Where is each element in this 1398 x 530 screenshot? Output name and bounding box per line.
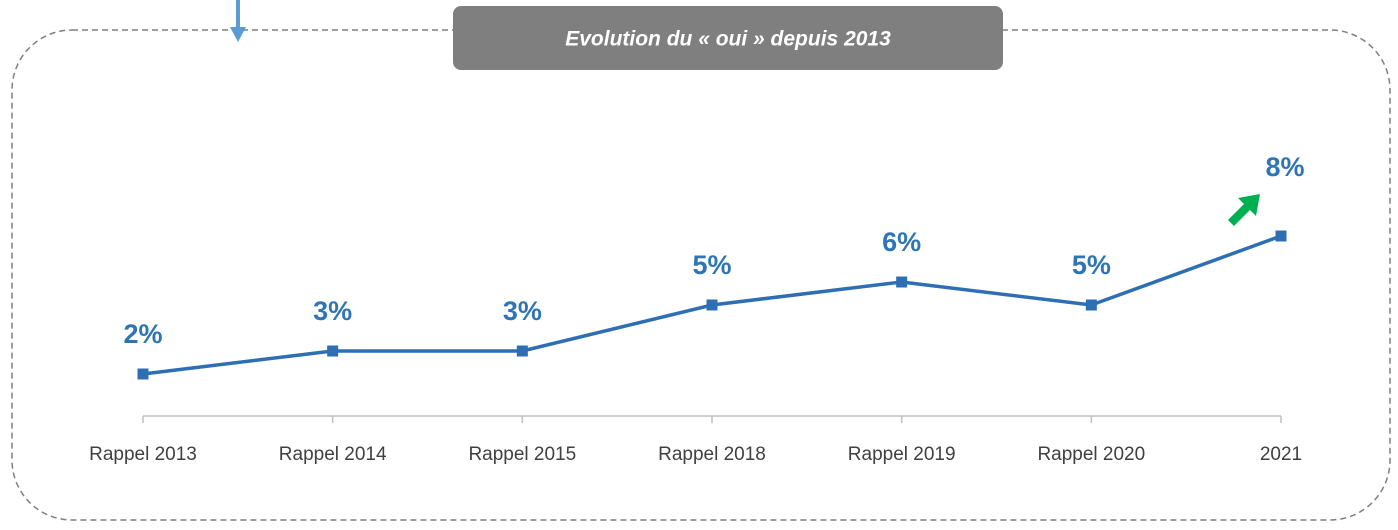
- marker: [327, 345, 339, 357]
- data-label: 8%: [1265, 152, 1304, 182]
- data-label: 5%: [692, 250, 731, 280]
- x-tick-label: Rappel 2013: [89, 444, 197, 465]
- title-box: [453, 6, 1003, 70]
- data-label: 3%: [503, 296, 542, 326]
- marker: [896, 276, 908, 288]
- dashed-frame: [11, 29, 1391, 521]
- marker: [516, 345, 528, 357]
- x-tick-label: Rappel 2019: [848, 444, 956, 465]
- down-arrow: [230, 0, 246, 42]
- x-tick-label: Rappel 2015: [468, 444, 576, 465]
- x-tick-label: Rappel 2014: [279, 444, 387, 465]
- marker: [137, 368, 149, 380]
- marker: [1085, 299, 1097, 311]
- x-tick-label: Rappel 2020: [1037, 444, 1145, 465]
- marker: [706, 299, 718, 311]
- data-label: 6%: [882, 227, 921, 257]
- marker: [1275, 230, 1287, 242]
- data-label: 3%: [313, 296, 352, 326]
- data-label: 2%: [123, 319, 162, 349]
- up-arrow: [1228, 194, 1260, 226]
- chart-title: Evolution du « oui » depuis 2013: [565, 28, 891, 51]
- data-label: 5%: [1072, 250, 1111, 280]
- x-tick-label: 2021: [1260, 444, 1302, 465]
- x-tick-label: Rappel 2018: [658, 444, 766, 465]
